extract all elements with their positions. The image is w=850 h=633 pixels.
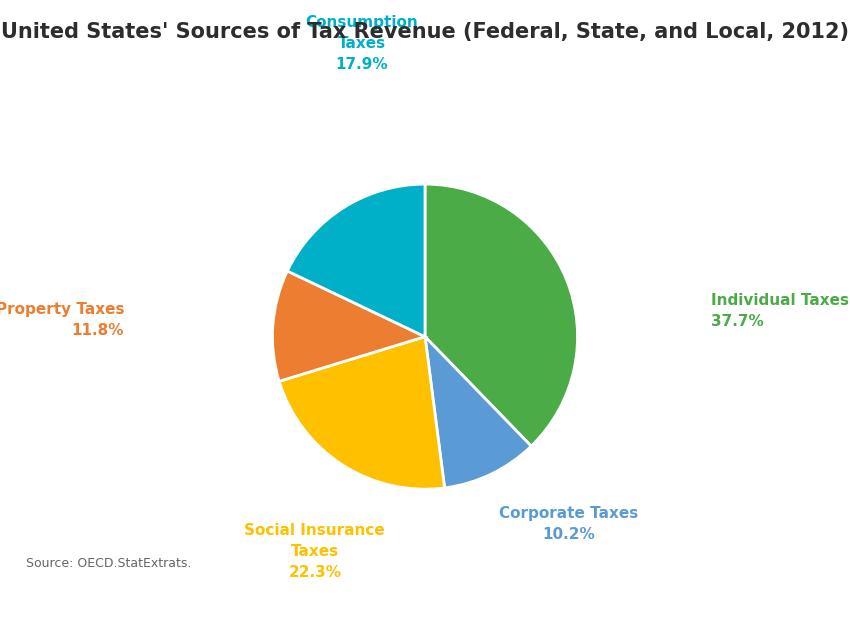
- Wedge shape: [425, 184, 577, 446]
- Text: @TaxFoundation: @TaxFoundation: [692, 603, 833, 618]
- Wedge shape: [273, 271, 425, 381]
- Wedge shape: [279, 337, 445, 489]
- Text: Corporate Taxes
10.2%: Corporate Taxes 10.2%: [500, 506, 638, 542]
- Text: Property Taxes
11.8%: Property Taxes 11.8%: [0, 302, 124, 337]
- Wedge shape: [287, 184, 425, 337]
- Text: Social Insurance
Taxes
22.3%: Social Insurance Taxes 22.3%: [245, 523, 385, 580]
- Text: Source: OECD.StatExtrats.: Source: OECD.StatExtrats.: [26, 556, 191, 570]
- Text: United States' Sources of Tax Revenue (Federal, State, and Local, 2012): United States' Sources of Tax Revenue (F…: [1, 22, 849, 42]
- Text: Individual Taxes
37.7%: Individual Taxes 37.7%: [711, 293, 849, 329]
- Wedge shape: [425, 337, 531, 488]
- Text: TAX FOUNDATION: TAX FOUNDATION: [17, 603, 169, 618]
- Text: Consumption
Taxes
17.9%: Consumption Taxes 17.9%: [305, 15, 418, 72]
